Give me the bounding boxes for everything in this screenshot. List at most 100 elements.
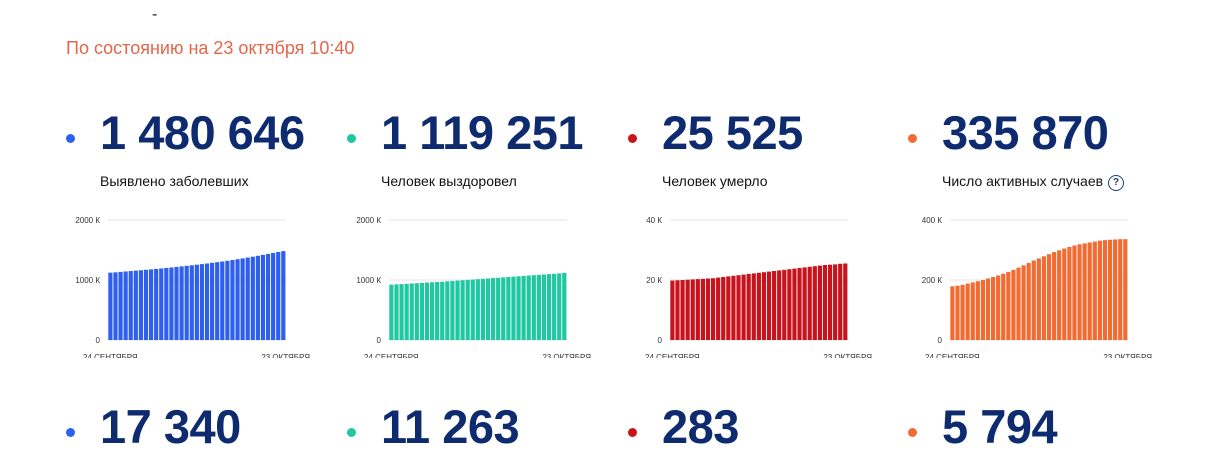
- chart-bar: [721, 277, 726, 340]
- chart-bar: [419, 282, 424, 340]
- daily-value: 17 340: [100, 400, 241, 453]
- chart-bar: [429, 282, 435, 340]
- chart-bar: [409, 283, 414, 340]
- x-tick-label: 24 СЕНТЯБРЯ: [364, 353, 419, 358]
- series-dot: [347, 134, 356, 143]
- chart-bar: [506, 277, 511, 340]
- x-tick-label: 23 ОКТЯБРЯ: [1103, 353, 1152, 358]
- daily-card-deaths: 283: [628, 398, 908, 458]
- chart-bar: [675, 280, 680, 340]
- chart-bar: [470, 279, 475, 340]
- chart-bar: [204, 263, 210, 340]
- x-tick-label: 23 ОКТЯБРЯ: [261, 353, 310, 358]
- y-tick-label: 1000 К: [356, 276, 381, 285]
- chart-bar: [480, 278, 486, 340]
- chart-bar: [154, 268, 159, 340]
- chart-bar: [496, 277, 501, 340]
- chart-bar: [485, 278, 491, 340]
- chart-bar: [143, 269, 149, 340]
- x-tick-label: 23 ОКТЯБРЯ: [542, 353, 591, 358]
- chart-bar: [210, 262, 215, 340]
- chart-bar: [169, 267, 174, 340]
- stat-card-deaths: 25 525 Человек умерло 40 К 20 К 0 24 СЕНТЯБ…: [628, 104, 908, 358]
- chart-bar: [670, 280, 675, 340]
- chart-bar: [746, 274, 751, 340]
- chart-bar: [950, 286, 955, 340]
- chart-bar: [1092, 241, 1097, 340]
- chart-bar: [230, 260, 235, 340]
- chart-bar: [179, 266, 184, 340]
- stat-card-recovered: 1 119 251 Человек выздоровел 2000 К 1000 …: [347, 104, 627, 358]
- chart-bar: [250, 256, 255, 340]
- series-dot: [628, 428, 637, 437]
- chart-bar: [450, 280, 455, 340]
- chart-bar: [501, 277, 506, 340]
- y-tick-label: 0: [96, 336, 101, 345]
- chart-bar: [812, 266, 817, 340]
- y-tick-label: 40 К: [646, 216, 662, 225]
- chart-bar: [460, 280, 465, 340]
- series-dot: [628, 134, 637, 143]
- chart-bar: [822, 265, 828, 340]
- chart-bar: [184, 265, 189, 340]
- chart-bar: [955, 285, 960, 340]
- chart-bar: [189, 265, 194, 340]
- daily-card-active: 5 794: [908, 398, 1188, 458]
- stat-value: 335 870: [942, 106, 1109, 159]
- chart-bar: [1021, 265, 1026, 340]
- chart-bar: [562, 272, 567, 340]
- chart-bar: [546, 274, 552, 340]
- chart-bar: [491, 278, 496, 340]
- chart-bar: [271, 252, 276, 340]
- chart-bar: [843, 263, 848, 340]
- chart-bar: [174, 266, 179, 340]
- x-tick-label: 24 СЕНТЯБРЯ: [645, 353, 700, 358]
- chart-bar: [113, 272, 118, 340]
- chart-bar: [792, 268, 797, 340]
- chart-bar: [118, 271, 123, 340]
- x-tick-label: 24 СЕНТЯБРЯ: [925, 353, 980, 358]
- chart-bar: [521, 275, 526, 340]
- chart-bar: [159, 268, 164, 340]
- chart-bar: [465, 279, 470, 340]
- chart-bar: [455, 280, 460, 340]
- x-tick-label: 23 ОКТЯБРЯ: [823, 353, 872, 358]
- chart-bar: [756, 272, 761, 340]
- chart-bar: [399, 284, 404, 340]
- chart-bar: [1067, 247, 1072, 340]
- chart-bar: [552, 273, 557, 340]
- chart-bar: [265, 253, 271, 340]
- chart-bar: [108, 272, 113, 340]
- chart-bar: [531, 275, 536, 340]
- chart-bar: [404, 283, 409, 340]
- chart-bar: [751, 273, 756, 340]
- chart-bar: [541, 274, 547, 340]
- status-timestamp: По состоянию на 23 октября 10:40: [66, 38, 355, 58]
- series-dot: [66, 428, 75, 437]
- chart-bar: [1026, 262, 1031, 340]
- chart-bar: [1016, 267, 1021, 340]
- chart-bar: [260, 254, 266, 340]
- stat-label: Человек выздоровел: [381, 173, 517, 189]
- series-dot: [66, 134, 75, 143]
- chart-bar: [1001, 273, 1006, 340]
- stat-label: Выявлено заболевших: [100, 173, 249, 189]
- chart-bar: [164, 267, 169, 340]
- chart-bar: [990, 277, 996, 340]
- chart-bar: [245, 257, 250, 340]
- chart-bar: [690, 279, 695, 340]
- chart-bar: [123, 271, 128, 340]
- stat-chart: 2000 К 1000 К 0 24 СЕНТЯБРЯ 23 ОКТЯБРЯ: [75, 216, 310, 358]
- chart-bar: [1062, 248, 1067, 340]
- chart-bar: [741, 274, 746, 340]
- y-tick-label: 1000 К: [75, 276, 100, 285]
- chart-bar: [1102, 240, 1108, 340]
- series-dot: [908, 134, 917, 143]
- chart-bar: [1113, 239, 1118, 340]
- help-question-icon[interactable]: ?: [1108, 175, 1125, 191]
- chart-bar: [700, 278, 705, 340]
- series-dot: [347, 428, 356, 437]
- chart-bar: [797, 268, 802, 340]
- chart-bar: [975, 281, 980, 340]
- chart-bar: [680, 280, 685, 340]
